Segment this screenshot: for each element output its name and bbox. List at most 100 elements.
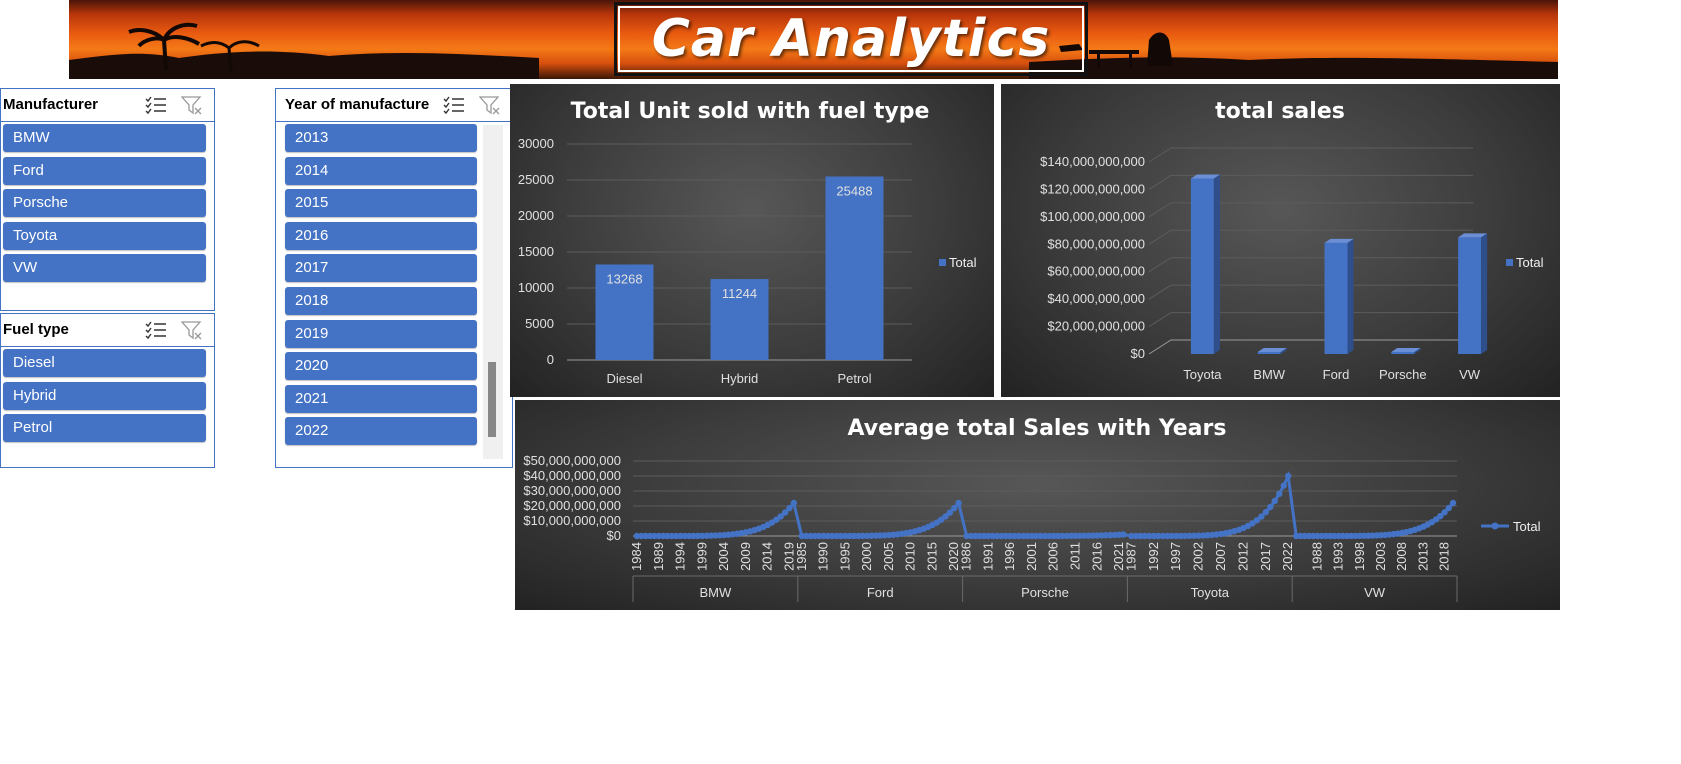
legend-swatch: [1506, 259, 1513, 266]
y-tick-label: $40,000,000,000: [1047, 291, 1145, 306]
multi-select-icon[interactable]: [443, 95, 465, 115]
slicer-item-2022[interactable]: 2022: [285, 417, 477, 446]
x-tick-label: 2004: [716, 542, 731, 571]
gridline: [1148, 257, 1473, 273]
data-label: 11244: [722, 286, 757, 301]
slicer-item-2013[interactable]: 2013: [285, 124, 477, 152]
y-tick-label: 30000: [518, 136, 554, 151]
x-tick-label: 2009: [738, 542, 753, 571]
y-tick-label: $60,000,000,000: [1047, 264, 1145, 279]
x-tick-label: 2013: [1415, 542, 1430, 571]
slicer-item-2018[interactable]: 2018: [285, 287, 477, 315]
multi-select-icon[interactable]: [145, 320, 167, 340]
data-point: [1280, 482, 1287, 489]
year-slicer: Year of manufacture 2013 2014 2015 2016 2017…: [275, 88, 513, 468]
group-label: Toyota: [1191, 585, 1230, 600]
slicer-item-2021[interactable]: 2021: [285, 384, 477, 413]
x-tick-label: 2020: [946, 542, 961, 571]
slicer-item-toyota[interactable]: Toyota: [3, 221, 206, 250]
slicer-item-2019[interactable]: 2019: [285, 319, 477, 348]
x-tick-label: 1999: [694, 542, 709, 571]
bar-top-bmw: [1257, 348, 1287, 352]
slicer-scrollbar[interactable]: [483, 125, 503, 459]
slicer-item-2016[interactable]: 2016: [285, 221, 477, 250]
x-tick-label: 2017: [1258, 542, 1273, 571]
data-point: [1267, 503, 1274, 511]
x-tick-label: 1989: [651, 542, 666, 571]
x-tick-label: BMW: [1253, 367, 1286, 382]
slicer-item-2020[interactable]: 2020: [285, 352, 477, 381]
slicer-header: Year of manufacture: [276, 89, 512, 122]
gridline: [1148, 174, 1473, 190]
data-label: 13268: [606, 271, 642, 286]
data-point: [1173, 532, 1180, 540]
slicer-item-bmw[interactable]: BMW: [3, 124, 206, 152]
data-point: [937, 516, 945, 523]
y-tick-label: 20000: [518, 208, 554, 223]
x-tick-label: Toyota: [1183, 367, 1222, 382]
x-tick-label: 1984: [629, 542, 644, 571]
bar-petrol: [825, 176, 884, 360]
x-tick-label: VW: [1459, 367, 1481, 382]
x-tick-label: 2012: [1235, 542, 1250, 571]
x-tick-label: 1988: [1309, 542, 1324, 571]
y-tick-label: $50,000,000,000: [523, 453, 621, 468]
data-point: [786, 504, 793, 512]
x-tick-label: 1994: [673, 542, 688, 571]
data-point: [781, 509, 789, 516]
chart-svg: Average total Sales with Years $0$10,000,…: [523, 416, 1541, 602]
x-tick-label: 2008: [1394, 542, 1409, 571]
data-point: [1190, 532, 1198, 539]
x-tick-label: Diesel: [606, 371, 642, 386]
data-point: [1181, 532, 1189, 540]
data-point: [951, 504, 958, 512]
slicer-item-2015[interactable]: 2015: [285, 189, 477, 218]
data-point: [1449, 499, 1457, 507]
clear-filter-icon[interactable]: [181, 320, 203, 340]
x-tick-label: 2019: [781, 542, 796, 571]
slicer-item-diesel[interactable]: Diesel: [3, 349, 206, 377]
x-tick-label: 2003: [1373, 542, 1388, 571]
data-point: [1168, 532, 1175, 540]
x-tick-label: 1985: [794, 542, 809, 571]
multi-select-icon[interactable]: [145, 95, 167, 115]
slicer-item-2014[interactable]: 2014: [285, 156, 477, 185]
bar-side-ford: [1347, 238, 1354, 354]
slicer-item-hybrid[interactable]: Hybrid: [3, 381, 206, 410]
x-tick-label: 1991: [980, 542, 995, 571]
data-point: [1285, 472, 1292, 480]
chart-title: total sales: [1215, 99, 1345, 124]
x-tick-label: 1997: [1168, 542, 1183, 571]
clear-filter-icon[interactable]: [181, 95, 203, 115]
group-label: Porsche: [1021, 585, 1069, 600]
clear-filter-icon[interactable]: [479, 95, 501, 115]
slicer-item-2017[interactable]: 2017: [285, 254, 477, 283]
gridline: [1148, 147, 1473, 163]
bar-toyota: [1190, 178, 1214, 354]
data-label: 25488: [836, 183, 872, 198]
slicer-item-ford[interactable]: Ford: [3, 156, 206, 185]
data-point: [1253, 517, 1261, 524]
title-box: Car Analytics: [614, 2, 1088, 76]
group-label: BMW: [700, 585, 733, 600]
x-tick-label: 1992: [1146, 542, 1161, 571]
legend-label: Total: [1513, 519, 1541, 534]
scrollbar-thumb[interactable]: [488, 362, 496, 437]
x-tick-label: Petrol: [838, 371, 872, 386]
slicer-item-porsche[interactable]: Porsche: [3, 189, 206, 218]
data-point: [1249, 520, 1256, 527]
x-tick-label: 2001: [1024, 542, 1039, 571]
y-tick-label: $20,000,000,000: [1047, 319, 1145, 334]
slicer-item-petrol[interactable]: Petrol: [3, 414, 206, 443]
x-tick-label: 2018: [1437, 542, 1452, 571]
x-tick-label: 2011: [1067, 542, 1082, 570]
bar-porsche: [1391, 352, 1415, 354]
legend-swatch: [939, 259, 946, 266]
slicer-item-vw[interactable]: VW: [3, 254, 206, 283]
data-point: [1155, 532, 1162, 540]
chart-title: Total Unit sold with fuel type: [571, 99, 930, 124]
data-point: [1146, 532, 1153, 540]
data-point: [1120, 531, 1127, 538]
y-tick-label: $30,000,000,000: [523, 483, 621, 498]
data-point: [1141, 532, 1149, 540]
